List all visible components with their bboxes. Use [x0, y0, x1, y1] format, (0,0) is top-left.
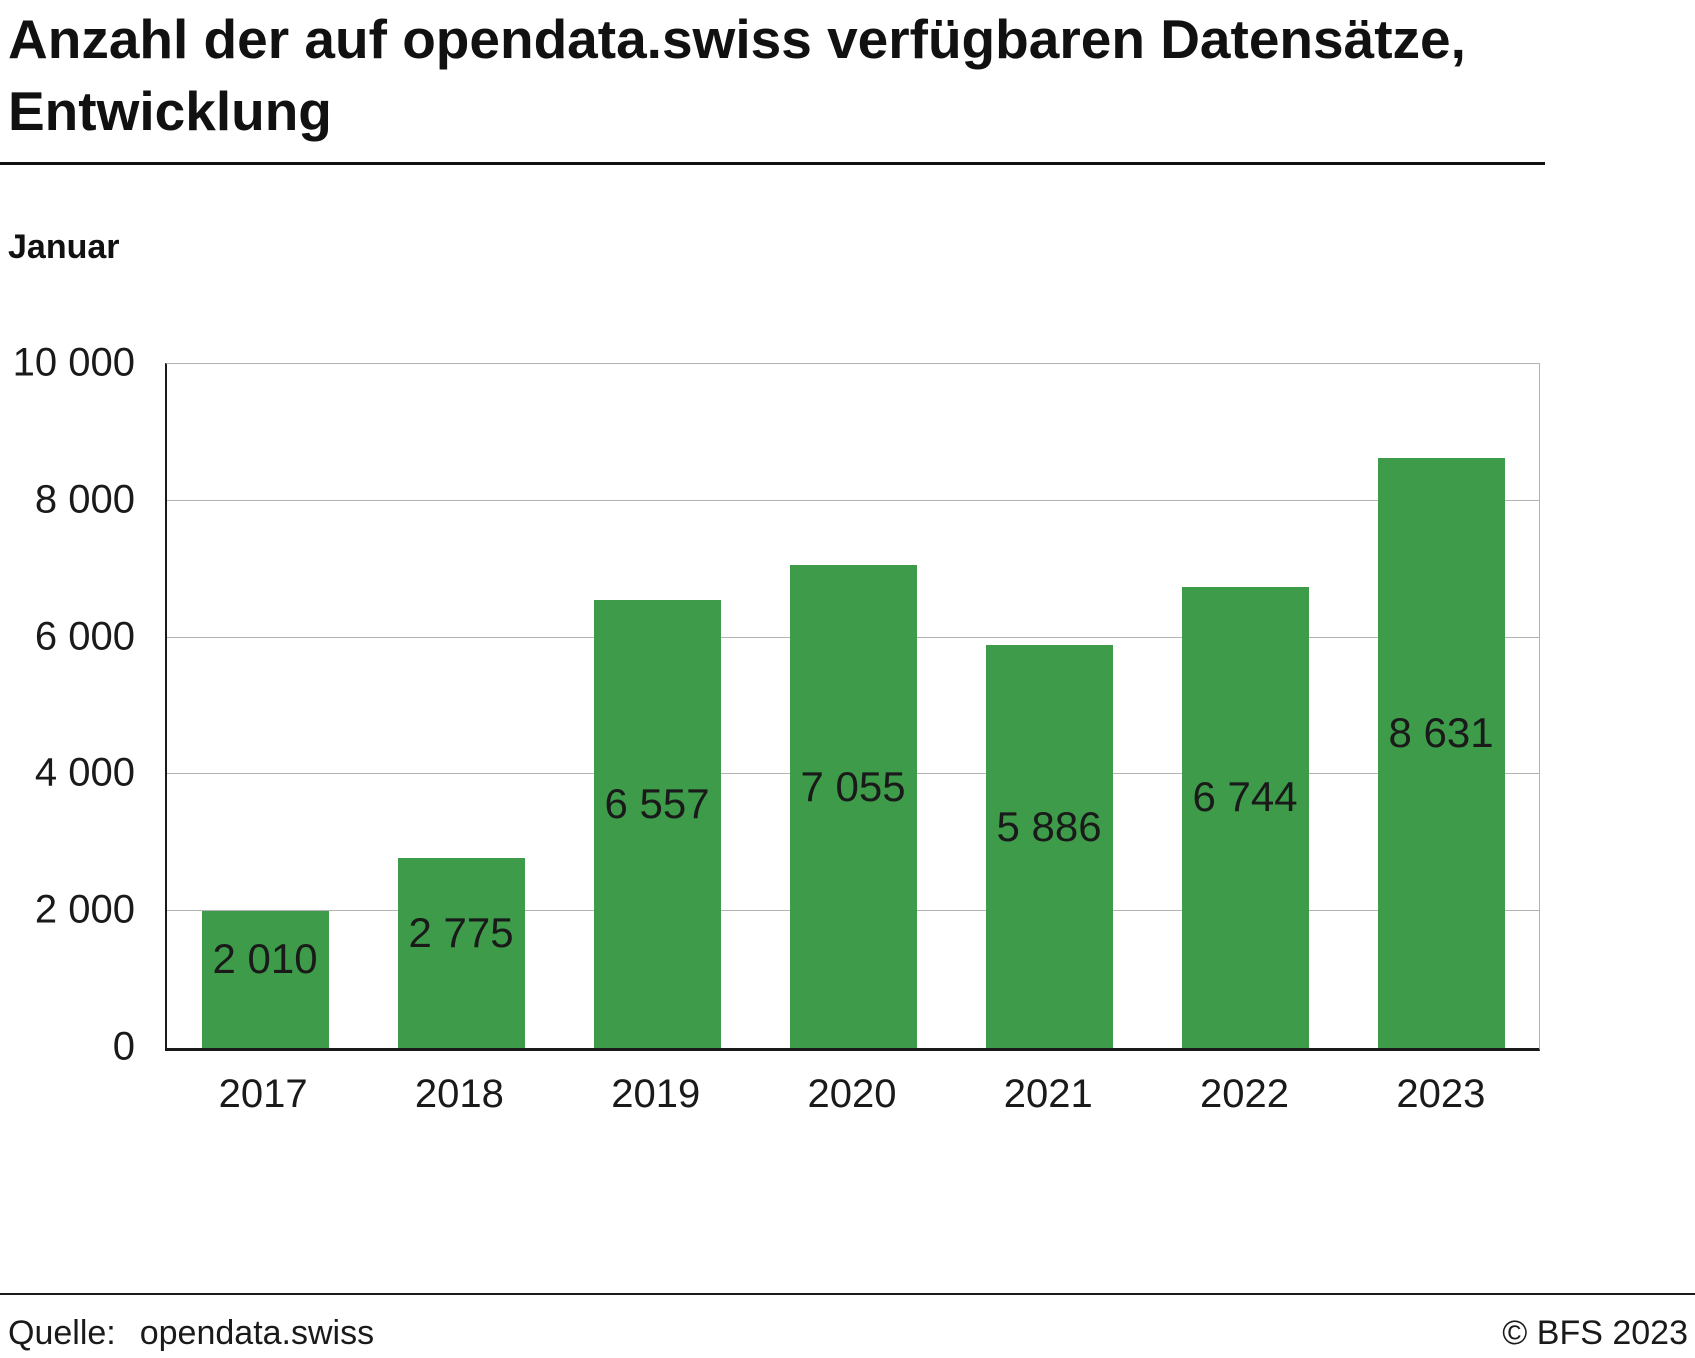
source-value: opendata.swiss — [139, 1314, 375, 1352]
x-tick-label: 2021 — [1003, 1072, 1093, 1116]
x-tick-label: 2020 — [807, 1072, 897, 1116]
source: Quelle: opendata.swiss — [8, 1314, 374, 1353]
bar-value-label: 6 557 — [604, 779, 710, 827]
y-tick-label: 2 000 — [34, 887, 135, 932]
x-axis: 2017 2018 2019 2020 2021 2022 2023 — [165, 1050, 1539, 1117]
bar-slot: 5 886 — [951, 364, 1147, 1048]
x-slot: 2017 — [165, 1050, 361, 1117]
x-slot: 2018 — [361, 1050, 557, 1117]
bar-slot: 2 010 — [167, 364, 363, 1048]
source-label: Quelle: — [8, 1314, 116, 1352]
y-axis: 0 2 000 4 000 6 000 8 000 10 000 — [0, 341, 135, 1069]
x-slot: 2019 — [558, 1050, 754, 1117]
footer: Quelle: opendata.swiss © BFS 2023 — [8, 1314, 1688, 1353]
bar-value-label: 5 886 — [996, 802, 1102, 850]
bar-series: 2 010 2 775 6 557 7 055 5 886 6 744 8 631 — [167, 364, 1539, 1048]
y-tick-label: 0 — [112, 1024, 135, 1069]
y-tick-label: 8 000 — [34, 477, 135, 522]
bar: 8 631 — [1377, 457, 1505, 1048]
bar-value-label: 2 010 — [212, 935, 318, 983]
x-slot: 2023 — [1343, 1050, 1539, 1117]
bar-slot: 6 557 — [559, 364, 755, 1048]
x-tick-label: 2019 — [611, 1072, 701, 1116]
bar-slot: 8 631 — [1343, 364, 1539, 1048]
bar-value-label: 6 744 — [1192, 773, 1298, 821]
y-tick-label: 6 000 — [34, 614, 135, 659]
bar-slot: 2 775 — [363, 364, 559, 1048]
bar-slot: 6 744 — [1147, 364, 1343, 1048]
x-slot: 2022 — [1146, 1050, 1342, 1117]
bar: 5 886 — [985, 645, 1113, 1048]
y-tick-label: 4 000 — [34, 750, 135, 795]
bar: 6 744 — [1181, 586, 1309, 1048]
x-tick-label: 2017 — [218, 1072, 308, 1116]
chart-title: Anzahl der auf opendata.swiss verfügbare… — [8, 8, 1466, 142]
footer-divider — [0, 1293, 1695, 1295]
bar-value-label: 2 775 — [408, 909, 514, 957]
gridline — [167, 499, 1539, 501]
x-slot: 2020 — [754, 1050, 950, 1117]
x-tick-label: 2018 — [414, 1072, 504, 1116]
bar: 2 775 — [397, 858, 525, 1048]
chart-subtitle: Januar — [8, 228, 120, 266]
y-tick-label: 10 000 — [12, 340, 135, 385]
x-slot: 2021 — [950, 1050, 1146, 1117]
copyright: © BFS 2023 — [1502, 1314, 1688, 1352]
bar-value-label: 7 055 — [800, 762, 906, 810]
bar: 6 557 — [593, 599, 721, 1048]
plot-area: 2 010 2 775 6 557 7 055 5 886 6 744 8 631 — [165, 363, 1540, 1051]
x-tick-label: 2022 — [1200, 1072, 1290, 1116]
bar: 2 010 — [201, 910, 329, 1048]
title-divider — [0, 162, 1545, 165]
bar: 7 055 — [789, 565, 917, 1048]
x-tick-label: 2023 — [1396, 1072, 1486, 1116]
bar-value-label: 8 631 — [1388, 708, 1494, 756]
bar-slot: 7 055 — [755, 364, 951, 1048]
